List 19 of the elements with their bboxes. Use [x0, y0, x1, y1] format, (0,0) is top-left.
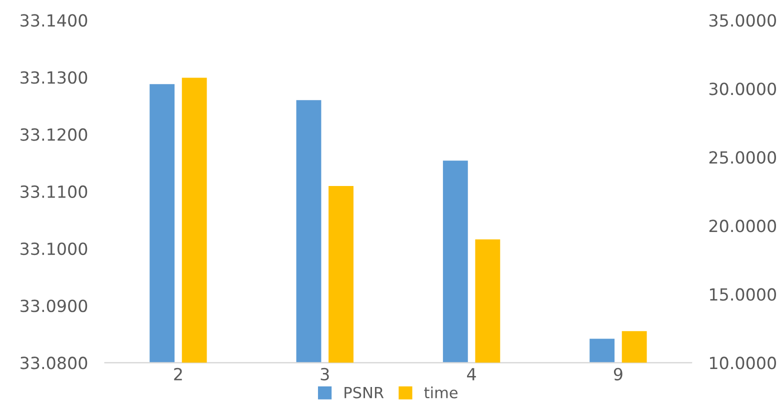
- y2-tick-label: 20.0000: [709, 220, 776, 232]
- legend-label: PSNR: [344, 386, 384, 398]
- y2-tick-label: 30.0000: [709, 82, 776, 96]
- y2-tick-label: 15.0000: [710, 288, 776, 301]
- y-tick-label: 33.1000: [20, 242, 88, 256]
- y-tick-label: 33.1100: [20, 185, 88, 198]
- y-tick-label: 33.1300: [20, 71, 88, 84]
- y-tick-label: 33.0900: [20, 300, 88, 312]
- legend-label: time: [424, 386, 458, 398]
- x-tick-label: 4: [467, 368, 476, 380]
- y-tick-label: 33.1200: [20, 128, 88, 141]
- y2-tick-label: 25.0000: [709, 151, 776, 164]
- y-tick-label: 33.0800: [20, 356, 88, 370]
- x-tick-label: 9: [614, 368, 622, 380]
- x-tick-label: 3: [320, 368, 329, 380]
- x-tick-label: 2: [174, 368, 182, 380]
- y-tick-label: 33.1400: [20, 14, 88, 27]
- y2-tick-label: 35.0000: [709, 14, 776, 27]
- y2-tick-label: 10.0000: [710, 356, 776, 370]
